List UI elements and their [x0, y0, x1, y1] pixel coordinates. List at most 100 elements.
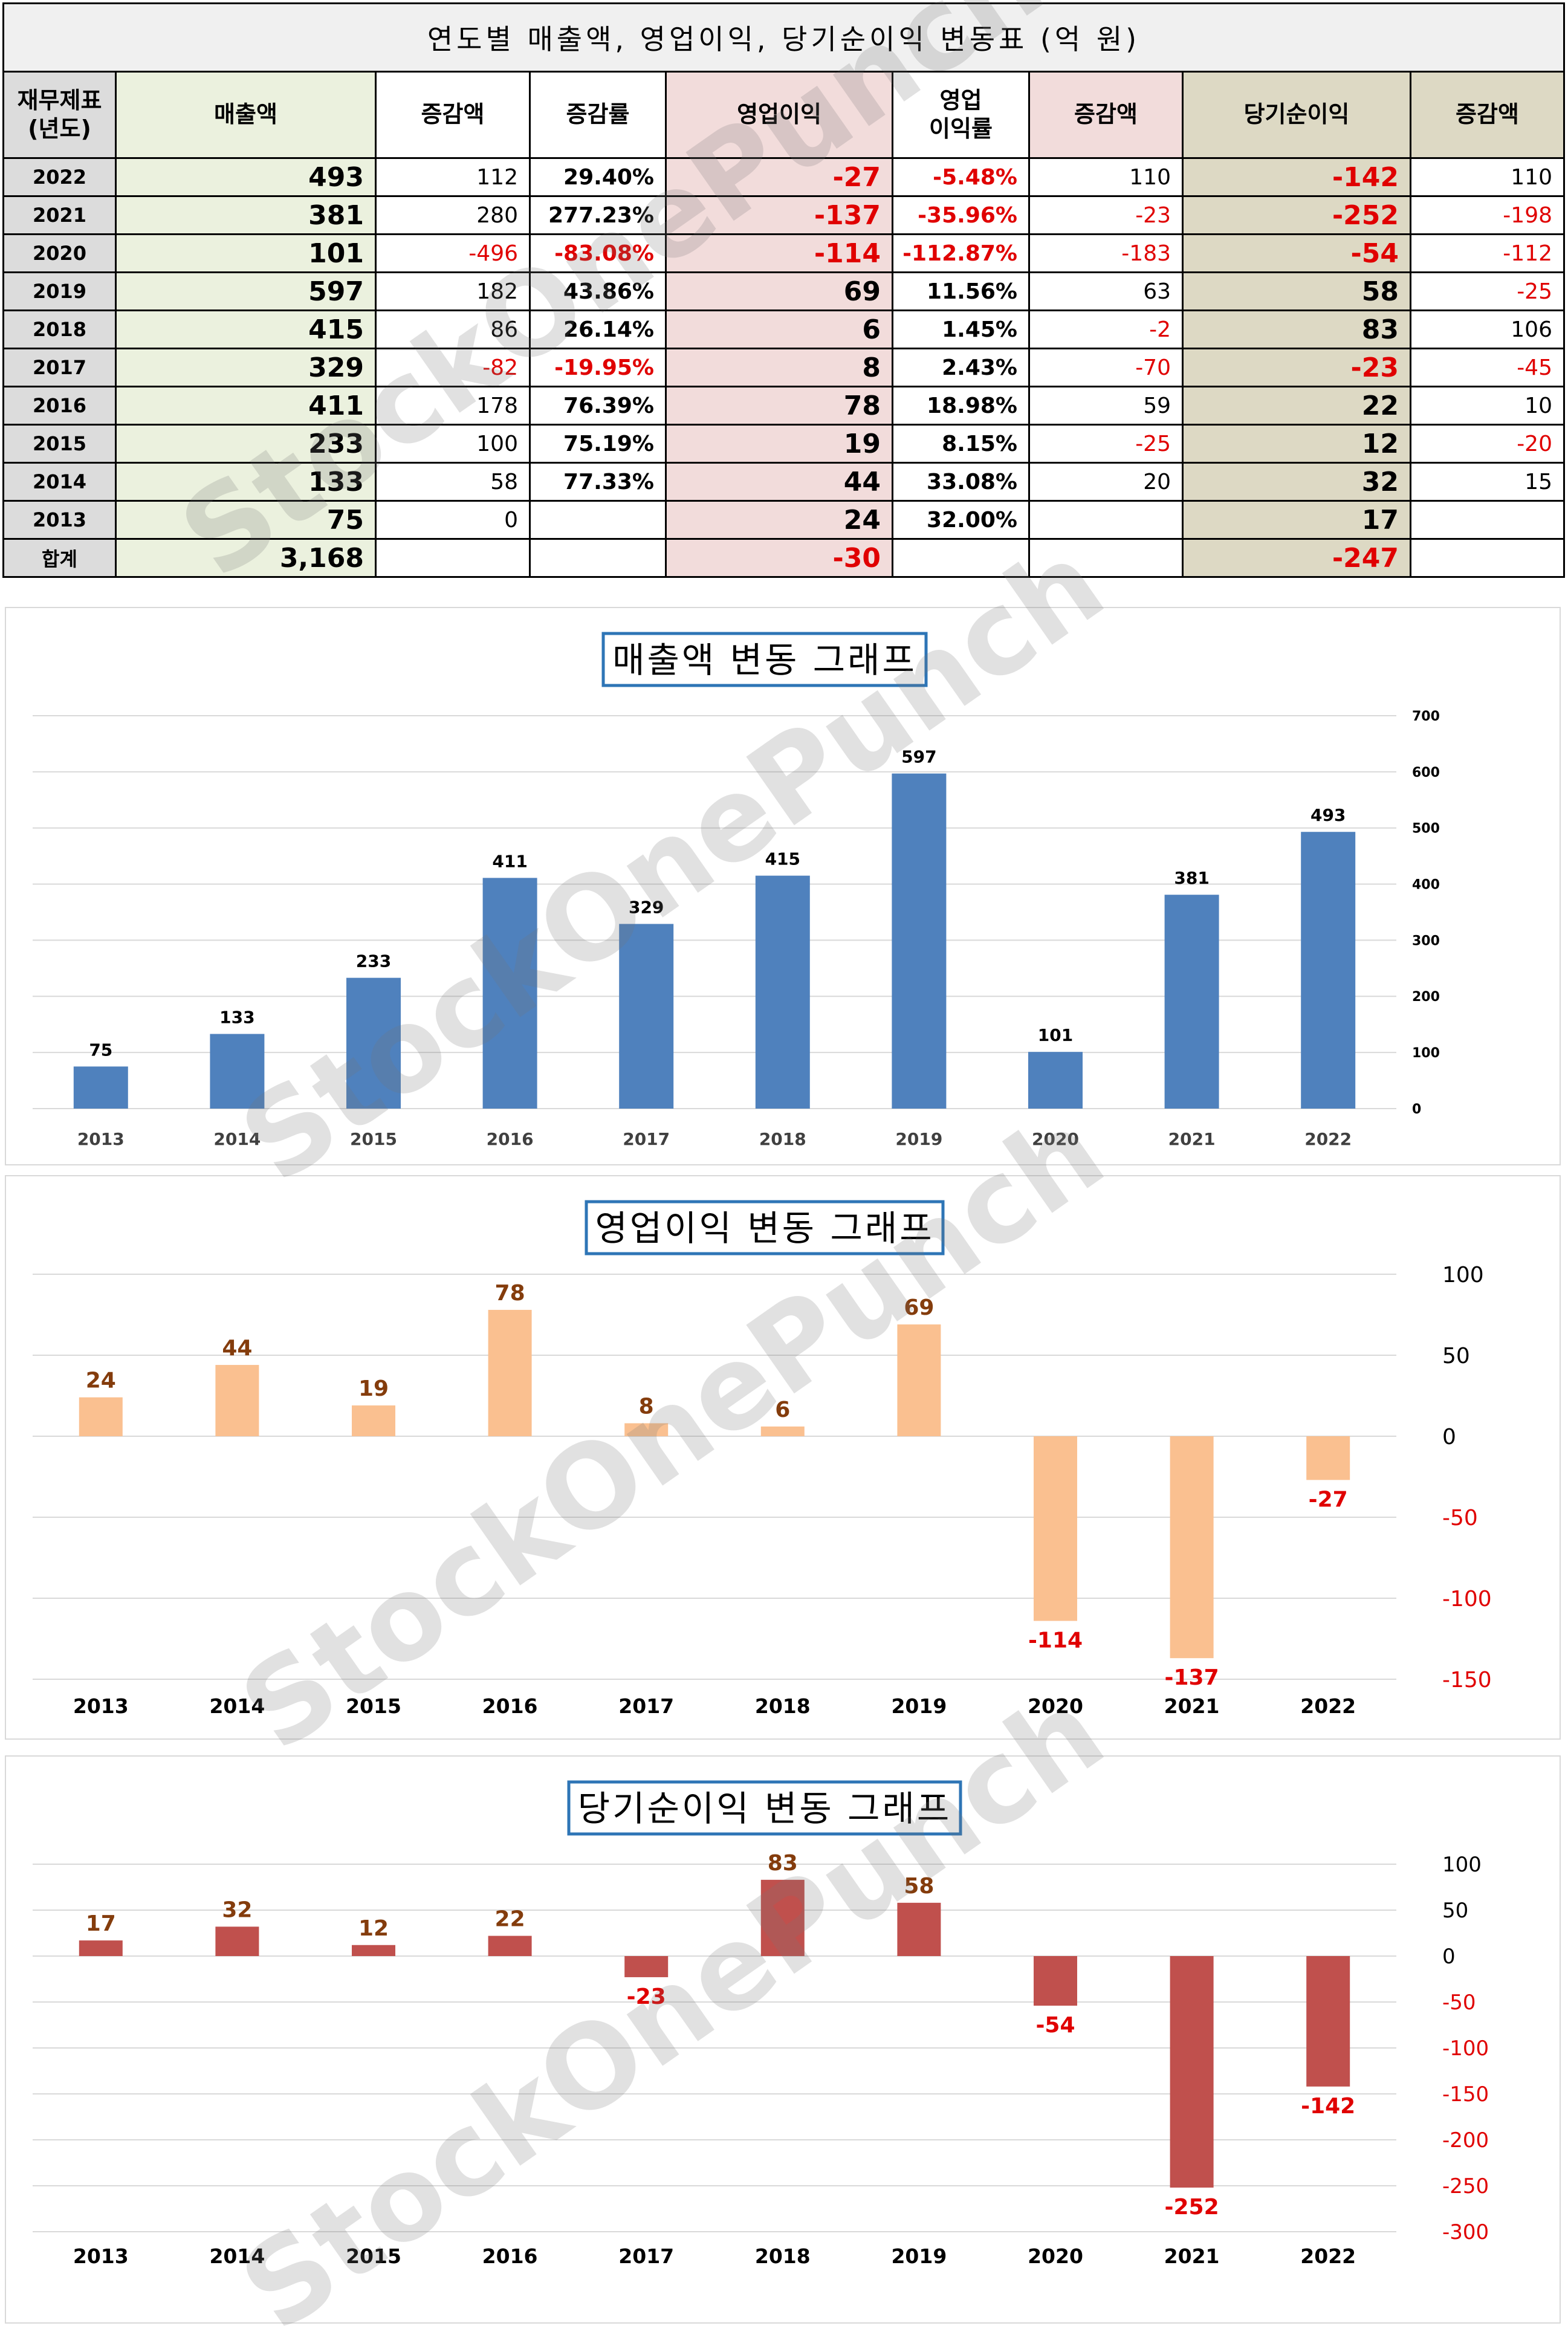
table-row: 2013 75 0 24 32.00% 17 [2, 500, 1565, 540]
data-label: 12 [358, 1916, 389, 1941]
cell-net-change: 110 [1410, 157, 1565, 197]
row-year: 2015 [2, 424, 117, 464]
cell-net-change: -45 [1410, 348, 1565, 387]
x-tick-label: 2020 [1028, 1694, 1083, 1718]
cell-op-margin: -112.87% [892, 233, 1030, 273]
y-tick-label: 0 [1442, 1945, 1456, 1969]
financial-table: 연도별 매출액, 영업이익, 당기순이익 변동표 (억 원) 재무제표 (년도)… [2, 2, 1565, 578]
y-tick-label: 700 [1412, 709, 1440, 724]
x-tick-label: 2022 [1300, 1694, 1356, 1718]
bar-2021 [1164, 895, 1219, 1109]
bar-2016 [482, 878, 537, 1109]
row-year: 2017 [2, 348, 117, 387]
data-label: 6 [775, 1398, 790, 1422]
cell-op-margin: 8.15% [892, 424, 1030, 464]
x-tick-label: 2019 [895, 1129, 942, 1149]
table-row: 2016 411 178 76.39% 78 18.98% 59 22 10 [2, 386, 1565, 426]
cell-revenue: 415 [115, 309, 377, 349]
data-label: -252 [1165, 2195, 1219, 2220]
cell-op-change: -2 [1028, 309, 1184, 349]
cell-rev-change: 112 [375, 157, 531, 197]
cell-rev-change: 86 [375, 309, 531, 349]
cell-op-change: 63 [1028, 271, 1184, 311]
y-tick-label: -150 [1442, 1668, 1492, 1693]
cell-op-change: -70 [1028, 348, 1184, 387]
header-net-change: 증감액 [1410, 71, 1565, 159]
cell-net-change: 106 [1410, 309, 1565, 349]
y-tick-label: -50 [1442, 1991, 1476, 2015]
cell-rev-change: 58 [375, 462, 531, 502]
cell-revenue: 411 [115, 386, 377, 426]
cell-op-change: 20 [1028, 462, 1184, 502]
row-year: 2019 [2, 271, 117, 311]
bar-2018 [755, 875, 810, 1109]
data-label: -114 [1028, 1628, 1083, 1653]
y-tick-label: 50 [1442, 1344, 1470, 1369]
data-label: 233 [356, 951, 391, 971]
table-row: 2021 381 280 277.23% -137 -35.96% -23 -252 -198 [2, 195, 1565, 235]
cell-op: -114 [665, 233, 893, 273]
cell-op-change: -23 [1028, 195, 1184, 235]
chart-title: 매출액 변동 그래프 [612, 640, 917, 681]
y-tick-label: -250 [1442, 2174, 1489, 2198]
x-tick-label: 2016 [482, 1694, 538, 1718]
header-revenue-change: 증감액 [375, 71, 531, 159]
cell-rev-change: 178 [375, 386, 531, 426]
data-label: 493 [1310, 805, 1346, 825]
table-row: 2020 101 -496 -83.08% -114 -112.87% -183 -54 -11… [2, 233, 1565, 273]
x-tick-label: 2016 [487, 1129, 534, 1149]
x-tick-label: 2015 [346, 2244, 401, 2268]
table-header-row: 재무제표 (년도) 매출액 증감액 증감률 영업이익 영업 이익률 증감액 당기… [2, 71, 1565, 159]
table-row: 2015 233 100 75.19% 19 8.15% -25 12 -20 [2, 424, 1565, 464]
y-tick-label: 600 [1412, 765, 1440, 780]
cell-net: -142 [1182, 157, 1411, 197]
x-tick-label: 2021 [1164, 2244, 1220, 2268]
total-empty-cell [1410, 538, 1565, 578]
cell-rev-rate: 277.23% [529, 195, 667, 235]
data-label: 8 [639, 1395, 654, 1419]
data-label: 101 [1038, 1025, 1073, 1045]
bar-2019 [897, 1324, 941, 1436]
cell-net-change: -112 [1410, 233, 1565, 273]
cell-op-margin: 32.00% [892, 500, 1030, 540]
cell-rev-rate: -19.95% [529, 348, 667, 387]
x-tick-label: 2017 [618, 2244, 674, 2268]
bar-2018 [760, 1879, 805, 1956]
net-income-chart-svg: 당기순이익 변동 그래프 -300 -250 -200 -150 -100 -50 0 50 10… [33, 1780, 1489, 2268]
cell-net-change [1410, 500, 1565, 540]
data-label: -137 [1165, 1665, 1219, 1690]
cell-op: 44 [665, 462, 893, 502]
y-tick-label: 0 [1442, 1425, 1456, 1450]
data-label: 83 [768, 1851, 798, 1876]
cell-rev-rate: 77.33% [529, 462, 667, 502]
header-operating-change: 증감액 [1028, 71, 1184, 159]
cell-net: -54 [1182, 233, 1411, 273]
y-tick-label: 200 [1412, 990, 1440, 1005]
chart-title-frame [567, 1780, 962, 1836]
cell-rev-change: 0 [375, 500, 531, 540]
y-tick-label: -300 [1442, 2220, 1489, 2244]
y-tick-label: -200 [1442, 2128, 1489, 2153]
bar-2019 [897, 1902, 941, 1956]
data-label: 17 [86, 1911, 116, 1936]
chart-title: 영업이익 변동 그래프 [595, 1208, 934, 1249]
cell-net: 17 [1182, 500, 1411, 540]
data-label: 58 [904, 1874, 934, 1899]
cell-op-margin: -5.48% [892, 157, 1030, 197]
cell-op-change: -183 [1028, 233, 1184, 273]
cell-rev-change: -82 [375, 348, 531, 387]
chart-title-frame [585, 1200, 945, 1255]
data-label: -27 [1309, 1487, 1348, 1512]
x-tick-label: 2019 [891, 1694, 947, 1718]
data-label: 415 [765, 849, 800, 869]
total-empty-cell [1028, 538, 1184, 578]
header-revenue-rate: 증감률 [529, 71, 667, 159]
data-label: 597 [901, 747, 936, 767]
y-tick-label: 300 [1412, 933, 1440, 948]
revenue-chart: 매출액 변동 그래프 0 100 200 300 400 500 600 700 75 2013 13… [5, 607, 1561, 1165]
cell-op-change: -25 [1028, 424, 1184, 464]
table-row: 2022 493 112 29.40% -27 -5.48% 110 -142 110 [2, 157, 1565, 197]
bar-2017 [624, 1956, 669, 1977]
bar-2014 [210, 1034, 265, 1109]
x-tick-label: 2020 [1028, 2244, 1083, 2268]
